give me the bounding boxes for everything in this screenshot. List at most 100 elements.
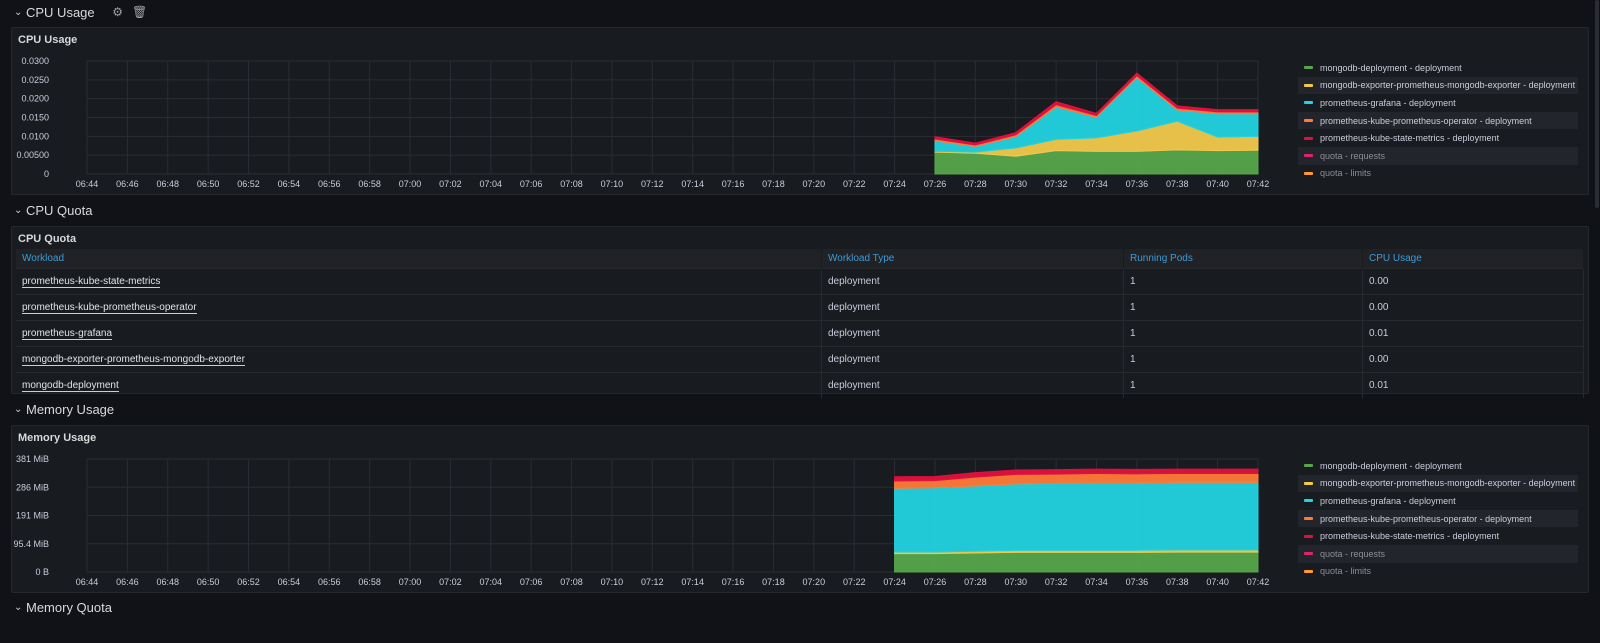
x-tick-label: 07:28 [964, 577, 987, 587]
legend-label: prometheus-kube-prometheus-operator - de… [1320, 115, 1532, 126]
legend-item[interactable]: quota - limits [1298, 563, 1578, 581]
legend-item[interactable]: quota - requests [1298, 146, 1578, 165]
legend-item[interactable]: prometheus-kube-state-metrics - deployme… [1298, 527, 1578, 545]
chevron-down-icon[interactable]: ⌄ [14, 6, 23, 18]
row-header-memory-usage[interactable]: ⌄ Memory Usage [14, 398, 124, 420]
panel-title: CPU Usage [18, 34, 78, 46]
x-tick-label: 07:12 [641, 179, 664, 189]
chevron-down-icon[interactable]: ⌄ [14, 403, 23, 415]
column-header-workload-type[interactable]: Workload Type [821, 249, 1124, 269]
column-header-workload[interactable]: Workload [16, 249, 822, 269]
cell-running-pods: 1 [1123, 372, 1363, 398]
legend-label: mongodb-exporter-prometheus-mongodb-expo… [1320, 478, 1576, 489]
cell-running-pods: 1 [1123, 294, 1363, 321]
legend-label: quota - requests [1320, 150, 1386, 161]
y-tick-label: 0.0200 [21, 94, 49, 104]
column-header-cpu-usage[interactable]: CPU Usage [1362, 249, 1584, 269]
scrollbar-thumb[interactable] [1595, 0, 1599, 208]
legend-label: mongodb-deployment - deployment [1320, 62, 1462, 73]
panel-title: Memory Usage [18, 432, 97, 444]
legend-label: prometheus-kube-state-metrics - deployme… [1320, 531, 1500, 542]
workload-link[interactable]: mongodb-exporter-prometheus-mongodb-expo… [22, 354, 245, 366]
x-tick-label: 07:02 [439, 179, 462, 189]
x-tick-label: 07:08 [560, 577, 583, 587]
x-tick-label: 07:28 [964, 179, 987, 189]
x-tick-label: 06:48 [156, 179, 179, 189]
x-tick-label: 07:32 [1045, 577, 1068, 587]
legend-item[interactable]: mongodb-deployment - deployment [1298, 457, 1578, 475]
chevron-down-icon[interactable]: ⌄ [14, 204, 23, 216]
x-tick-label: 06:58 [358, 179, 381, 189]
legend-item[interactable]: mongodb-deployment - deployment [1298, 59, 1578, 77]
row-header-cpu-usage[interactable]: ⌄ CPU Usage ⚙ 🗑 [14, 1, 149, 23]
legend-item[interactable]: mongodb-exporter-prometheus-mongodb-expo… [1298, 76, 1578, 95]
series-area-5 [934, 72, 1259, 146]
workload-link[interactable]: prometheus-grafana [22, 328, 113, 340]
legend-item[interactable]: prometheus-kube-prometheus-operator - de… [1298, 111, 1578, 130]
x-tick-label: 07:10 [601, 179, 624, 189]
x-tick-label: 07:36 [1126, 577, 1149, 587]
x-tick-label: 07:18 [762, 179, 785, 189]
x-tick-label: 06:52 [237, 179, 260, 189]
x-tick-label: 07:22 [843, 577, 866, 587]
workload-link[interactable]: prometheus-kube-state-metrics [22, 276, 161, 288]
cell-cpu-usage: 0.00 [1362, 294, 1584, 321]
x-tick-label: 07:06 [520, 179, 543, 189]
x-tick-label: 07:20 [803, 577, 826, 587]
x-tick-label: 06:56 [318, 179, 341, 189]
table-row: mongodb-exporter-prometheus-mongodb-expo… [16, 346, 1584, 373]
legend-label: prometheus-kube-state-metrics - deployme… [1320, 133, 1500, 144]
table-row: prometheus-kube-prometheus-operator deplo… [16, 294, 1584, 321]
cell-workload[interactable]: mongodb-exporter-prometheus-mongodb-expo… [16, 346, 822, 373]
x-tick-label: 07:38 [1166, 577, 1189, 587]
legend-item[interactable]: prometheus-kube-state-metrics - deployme… [1298, 129, 1578, 147]
legend-swatch [1304, 569, 1313, 573]
workload-link[interactable]: prometheus-kube-prometheus-operator [22, 302, 197, 314]
scrollbar[interactable] [1594, 0, 1600, 643]
x-tick-label: 07:26 [924, 577, 947, 587]
panel-memory-usage: Memory Usage 0 B 95.4 MiB 191 MiB 286 MiB 38… [11, 425, 1589, 593]
legend-item[interactable]: quota - limits [1298, 165, 1578, 183]
legend-item[interactable]: mongodb-exporter-prometheus-mongodb-expo… [1298, 474, 1578, 493]
row-header-cpu-quota[interactable]: ⌄ CPU Quota [14, 199, 102, 221]
cell-cpu-usage: 0.00 [1362, 346, 1584, 373]
x-tick-label: 07:24 [883, 577, 906, 587]
legend-swatch [1304, 552, 1313, 556]
table-row: prometheus-kube-state-metrics deployment 1… [16, 268, 1584, 295]
y-tick-label: 0.0100 [21, 131, 49, 141]
memory-usage-chart[interactable]: 0 B 95.4 MiB 191 MiB 286 MiB 381 MiB 06:44 06:… [12, 426, 1282, 594]
x-tick-label: 07:12 [641, 577, 664, 587]
chevron-down-icon[interactable]: ⌄ [14, 601, 23, 613]
quota-table: Workload Workload Type Running Pods CPU … [16, 249, 1584, 398]
x-tick-label: 06:48 [156, 577, 179, 587]
row-title: Memory Quota [26, 599, 112, 615]
legend-label: prometheus-grafana - deployment [1320, 97, 1456, 108]
cell-workload[interactable]: prometheus-kube-state-metrics [16, 268, 822, 295]
legend-item[interactable]: prometheus-grafana - deployment [1298, 492, 1578, 510]
trash-icon[interactable]: 🗑 [132, 5, 148, 19]
legend-label: quota - requests [1320, 548, 1386, 559]
x-tick-label: 07:42 [1247, 179, 1270, 189]
cell-workload[interactable]: mongodb-deployment [16, 372, 822, 398]
workload-link[interactable]: mongodb-deployment [22, 380, 119, 392]
x-tick-label: 07:16 [722, 179, 745, 189]
legend-item[interactable]: quota - requests [1298, 544, 1578, 563]
legend-label: quota - limits [1320, 566, 1372, 577]
x-tick-label: 07:42 [1247, 577, 1270, 587]
cell-workload[interactable]: prometheus-grafana [16, 320, 822, 347]
column-header-running-pods[interactable]: Running Pods [1123, 249, 1363, 269]
x-tick-label: 07:26 [924, 179, 947, 189]
cell-cpu-usage: 0.01 [1362, 320, 1584, 347]
y-tick-label: 0.0300 [21, 56, 49, 66]
legend-item[interactable]: prometheus-grafana - deployment [1298, 94, 1578, 112]
row-header-memory-quota[interactable]: ⌄ Memory Quota [14, 596, 122, 618]
x-tick-label: 07:24 [883, 179, 906, 189]
cell-workload-type: deployment [821, 320, 1124, 347]
x-tick-label: 07:14 [681, 179, 704, 189]
gear-icon[interactable]: ⚙ [112, 5, 124, 19]
cell-workload[interactable]: prometheus-kube-prometheus-operator [16, 294, 822, 321]
x-tick-label: 07:40 [1206, 577, 1229, 587]
legend-item[interactable]: prometheus-kube-prometheus-operator - de… [1298, 509, 1578, 528]
chart-legend: mongodb-deployment - deployment mongodb-e… [1298, 59, 1578, 182]
cpu-usage-chart[interactable]: 0 0.00500 0.0100 0.0150 0.0200 0.0250 0.0300 06… [12, 28, 1282, 196]
